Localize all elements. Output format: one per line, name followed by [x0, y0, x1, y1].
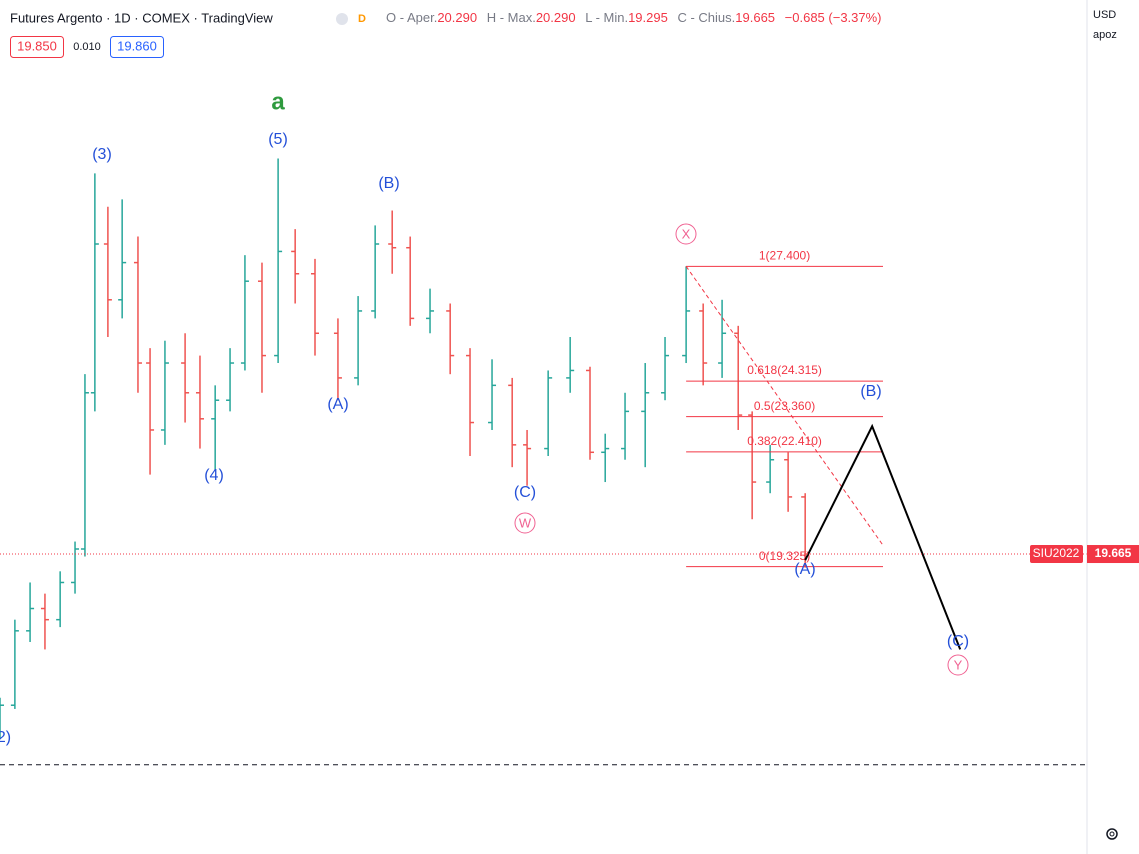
ohlc-value: 20.290 [437, 10, 477, 25]
fib-label: 0(19.325) [759, 549, 810, 563]
symbol-tag [1030, 545, 1083, 564]
wave-circle [514, 512, 536, 534]
wave-label: (A) [794, 561, 815, 578]
ohlc-label: H - Max. [487, 10, 536, 25]
wave-label: (3) [92, 146, 112, 163]
header: Futures Argento · 1D · COMEX · TradingVi… [10, 9, 1118, 840]
scale-mode[interactable]: apoz [1093, 29, 1117, 41]
ask-box[interactable] [110, 36, 164, 58]
ohlc-label: L - Min. [585, 10, 628, 25]
ask[interactable]: 19.860 [117, 38, 157, 53]
bid[interactable]: 19.850 [17, 38, 57, 53]
price-tag [1087, 545, 1139, 564]
wave-label: (C) [514, 484, 536, 501]
wave-label: (C) [947, 633, 969, 650]
spread: 0.010 [73, 41, 101, 53]
ohlc-label: O - Aper. [386, 10, 437, 25]
wave-label: (5) [268, 131, 288, 148]
projection [804, 423, 962, 650]
wave-label: (4) [204, 467, 224, 484]
fib-label: 1(27.400) [759, 248, 810, 262]
settings-icon[interactable] [1106, 828, 1118, 840]
ohlc-value: 20.290 [536, 10, 576, 25]
bid-box[interactable] [10, 36, 64, 58]
wave-label: (A) [327, 396, 348, 413]
trendline [685, 266, 884, 546]
wave-label: (B) [378, 175, 399, 192]
wave-label: a [271, 88, 285, 115]
price-tag-label: 19.665 [1095, 546, 1132, 560]
wave-label: (B) [860, 383, 881, 400]
price-axis-bg [1087, 0, 1139, 854]
ohlc-value: 19.665 [735, 10, 775, 25]
status-dot [336, 13, 348, 25]
wave-label: Y [954, 657, 963, 672]
currency[interactable]: USD [1093, 9, 1116, 21]
wave-label: X [682, 226, 691, 241]
symbol-title: Futures Argento · 1D · COMEX · TradingVi… [10, 10, 273, 25]
gear-hub[interactable] [1109, 831, 1115, 837]
annotations: a (3) (5) (4) (A) (B) (C) X W (B) (A) (C… [0, 88, 969, 746]
gear[interactable] [1106, 828, 1118, 840]
ohlc: O - Aper.20.290 H - Max.20.290 L - Min.1… [386, 10, 882, 25]
fib-label: 0.382(22.410) [747, 434, 822, 448]
change: −0.685 (−3.37%) [785, 10, 882, 25]
symbol-tag-label: SIU2022 [1033, 546, 1080, 560]
time-axis-bg [0, 822, 1087, 854]
wave-circle [675, 223, 697, 245]
wave-label: 2) [0, 729, 11, 746]
wave-label: W [519, 515, 532, 530]
fib-label: 0.618(24.315) [747, 363, 822, 377]
wave-circle [947, 654, 969, 676]
ohlc-value: 19.295 [628, 10, 668, 25]
ohlc-label: C - Chius. [677, 10, 735, 25]
badge: D [358, 13, 366, 25]
